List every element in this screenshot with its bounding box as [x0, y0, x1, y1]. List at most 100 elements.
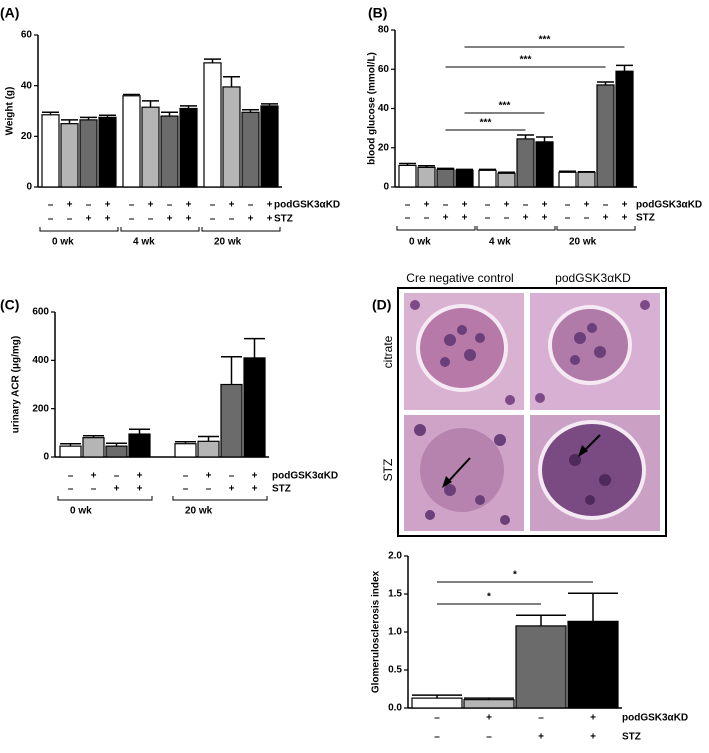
row-label: +: [252, 484, 258, 495]
row-name: podGSK3αKD: [636, 200, 702, 211]
row-label: +: [590, 732, 596, 743]
row-label: +: [114, 484, 120, 495]
significance-label: ***: [499, 101, 511, 112]
y-tick-label: 40: [378, 103, 390, 114]
y-tick-label: 40: [21, 80, 33, 91]
bar: [497, 172, 516, 188]
row-label: –: [48, 200, 54, 211]
group-label: 20 wk: [569, 237, 597, 248]
bar: [82, 437, 105, 458]
bar: [160, 115, 179, 188]
row-label: –: [485, 213, 491, 224]
row-label: STZ: [381, 459, 395, 482]
bar: [203, 62, 222, 188]
row-label: –: [405, 213, 411, 224]
row-label: –: [248, 200, 254, 211]
row-label: –: [434, 732, 440, 743]
bar: [141, 106, 160, 188]
row-label: –: [603, 200, 609, 211]
row-label: –: [148, 214, 154, 225]
panel-label: (C): [0, 297, 19, 313]
row-label: +: [167, 214, 173, 225]
row-label: –: [434, 713, 440, 724]
row-label: +: [590, 713, 596, 724]
bar: [398, 164, 417, 188]
bar: [179, 107, 198, 188]
bar: [174, 443, 197, 458]
row-label: –: [91, 484, 97, 495]
bar: [220, 383, 243, 458]
row-label: +: [91, 471, 97, 482]
bar: [417, 166, 436, 188]
y-tick-label: 400: [32, 355, 49, 366]
group-label: 0 wk: [52, 237, 74, 248]
row-label: +: [137, 484, 143, 495]
y-tick-label: 1.5: [388, 589, 402, 600]
row-label: –: [67, 214, 73, 225]
group-label: 20 wk: [214, 237, 242, 248]
row-label: –: [405, 200, 411, 211]
row-label: –: [523, 200, 529, 211]
y-tick-label: 0.0: [388, 703, 402, 714]
micrograph-panel: (D) Cre negative control podGSK3αKD citr…: [372, 271, 667, 537]
bar: [516, 138, 535, 188]
row-label: –: [424, 213, 430, 224]
group-bracket: [57, 496, 153, 501]
significance-label: *: [513, 570, 517, 581]
panel-label: (A): [0, 5, 19, 21]
row-label: –: [129, 214, 135, 225]
bar: [59, 445, 82, 458]
row-label: +: [67, 200, 73, 211]
row-label: +: [186, 200, 192, 211]
row-label: +: [186, 214, 192, 225]
y-tick-label: 2.0: [388, 551, 402, 562]
row-name: STZ: [622, 732, 641, 743]
bar: [197, 440, 220, 458]
row-label: +: [105, 200, 111, 211]
column-label: podGSK3αKD: [555, 271, 631, 285]
y-tick-label: 200: [32, 403, 49, 414]
significance-label: ***: [539, 35, 551, 46]
bar: [41, 114, 60, 188]
y-axis-label: Glomerulosclerosis index: [371, 570, 382, 693]
y-tick-label: 20: [378, 142, 390, 153]
row-label: –: [443, 200, 449, 211]
y-tick-label: 20: [21, 131, 33, 142]
y-tick-label: 60: [21, 30, 33, 41]
row-label: –: [167, 200, 173, 211]
row-label: –: [229, 214, 235, 225]
row-label: +: [267, 214, 273, 225]
row-label: +: [603, 213, 609, 224]
y-tick-label: 0: [383, 182, 389, 193]
row-label: +: [148, 200, 154, 211]
row-label: –: [210, 200, 216, 211]
micrograph-image: [530, 415, 660, 531]
row-label: +: [504, 200, 510, 211]
y-axis-label: Weight (g): [5, 87, 16, 136]
row-name: podGSK3αKD: [272, 471, 338, 482]
bar: [222, 86, 241, 188]
y-axis-label: blood glucose (mmol/L): [367, 52, 378, 165]
row-name: STZ: [636, 213, 655, 224]
row-label: –: [486, 732, 492, 743]
row-name: podGSK3αKD: [622, 713, 688, 724]
y-tick-label: 600: [32, 307, 49, 318]
bar: [478, 169, 497, 188]
y-tick-label: 0: [26, 182, 32, 193]
row-label: –: [129, 200, 135, 211]
bar: [577, 171, 596, 188]
row-label: –: [584, 213, 590, 224]
row-label: –: [183, 484, 189, 495]
bar: [98, 116, 117, 188]
row-label: +: [252, 471, 258, 482]
row-label: –: [210, 214, 216, 225]
row-label: +: [542, 200, 548, 211]
bar: [535, 141, 554, 188]
row-label: –: [504, 213, 510, 224]
bar: [463, 699, 515, 709]
bar: [243, 357, 266, 458]
row-label: +: [86, 214, 92, 225]
row-label: –: [68, 484, 74, 495]
panel-label: (B): [368, 5, 387, 21]
y-axis-label: urinary ACR (μg/mg): [11, 336, 22, 433]
